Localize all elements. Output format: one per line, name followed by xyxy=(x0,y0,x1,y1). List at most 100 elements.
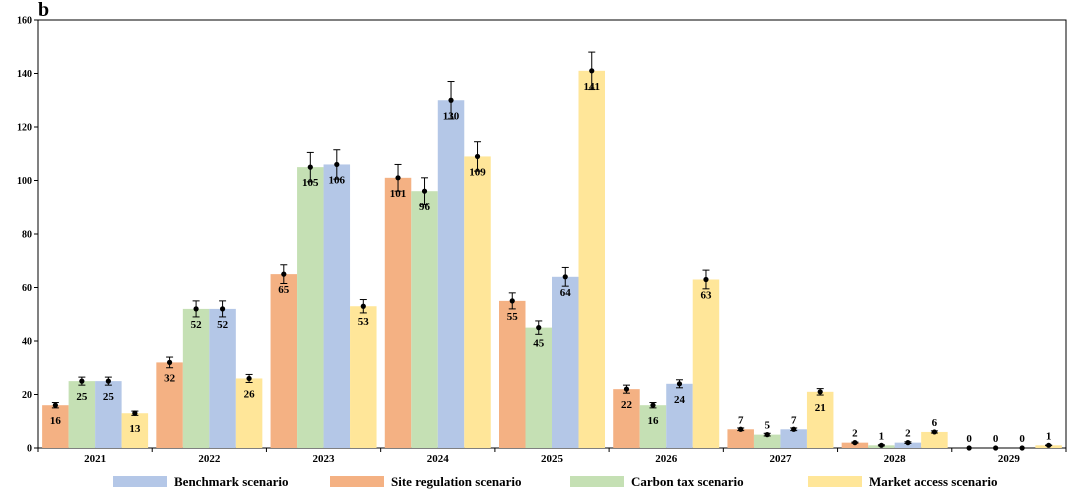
bar xyxy=(692,279,720,448)
data-label: 0 xyxy=(1019,433,1025,445)
legend-label: Site regulation scenario xyxy=(391,474,521,489)
bar xyxy=(525,327,552,448)
x-tick-label: 2023 xyxy=(313,453,336,465)
bar xyxy=(323,164,351,448)
bar xyxy=(613,389,640,448)
data-label: 24 xyxy=(674,394,686,406)
mean-marker xyxy=(993,445,999,451)
data-label: 55 xyxy=(507,311,519,323)
bar xyxy=(121,413,149,448)
mean-marker xyxy=(878,442,885,448)
mean-marker xyxy=(360,303,366,309)
data-label: 53 xyxy=(358,316,370,328)
data-label: 6 xyxy=(932,417,938,429)
x-tick-label: 2024 xyxy=(427,453,450,465)
mean-marker xyxy=(738,426,744,432)
mean-marker xyxy=(623,386,630,392)
mean-marker xyxy=(536,325,542,331)
error-bars-group xyxy=(51,51,1053,451)
mean-marker xyxy=(132,410,138,416)
data-label: 1 xyxy=(879,430,885,442)
legend-swatch xyxy=(330,476,384,487)
data-label: 2 xyxy=(905,428,911,440)
y-tick-label: 80 xyxy=(22,230,32,241)
bar xyxy=(894,442,922,448)
data-label: 1 xyxy=(1046,430,1052,442)
mean-marker xyxy=(1019,445,1025,451)
data-label: 5 xyxy=(764,420,770,432)
panel-label: b xyxy=(38,0,49,21)
data-label: 52 xyxy=(217,319,229,331)
bar xyxy=(270,274,298,448)
y-tick-label: 140 xyxy=(17,69,32,80)
data-label: 64 xyxy=(560,287,572,299)
bar xyxy=(95,381,122,448)
data-label: 26 xyxy=(244,388,256,400)
legend-swatch xyxy=(570,476,624,487)
mean-marker xyxy=(395,175,401,181)
data-label: 65 xyxy=(278,284,290,296)
data-label: 21 xyxy=(815,402,826,414)
mean-marker xyxy=(307,164,313,170)
mean-marker xyxy=(817,389,823,395)
mean-marker xyxy=(281,271,287,277)
mean-marker xyxy=(166,359,173,365)
bar xyxy=(753,434,781,448)
y-tick-label: 160 xyxy=(17,16,32,27)
x-axis: 2021 2022 2023 2024 2025 2026 2027 2028 2029 xyxy=(37,448,1067,465)
y-tick-label: 40 xyxy=(22,337,32,348)
data-label: 22 xyxy=(621,399,633,411)
bar xyxy=(182,308,210,448)
data-label: 25 xyxy=(103,391,115,403)
legend: Benchmark scenario Site regulation scenar… xyxy=(113,474,998,489)
data-label: 2 xyxy=(852,428,858,440)
y-tick-label: 100 xyxy=(17,176,32,187)
bar xyxy=(666,383,693,448)
bar xyxy=(42,405,69,448)
x-tick-label: 2026 xyxy=(655,453,678,465)
x-tick-label: 2022 xyxy=(198,453,221,465)
data-label: 45 xyxy=(533,338,545,350)
x-tick-label: 2028 xyxy=(884,453,907,465)
bar xyxy=(156,362,183,448)
bar xyxy=(68,381,96,448)
mean-marker xyxy=(509,298,515,304)
bar xyxy=(235,378,263,448)
mean-marker xyxy=(764,432,770,438)
x-tick-label: 2025 xyxy=(541,453,564,465)
data-label: 32 xyxy=(164,372,176,384)
bar xyxy=(499,300,526,448)
data-label: 63 xyxy=(700,289,712,301)
bar xyxy=(780,429,807,448)
data-label: 16 xyxy=(50,415,62,427)
y-tick-label: 120 xyxy=(17,123,32,134)
bar xyxy=(437,100,465,448)
data-label: 105 xyxy=(302,177,319,189)
mean-marker xyxy=(589,68,595,74)
data-label: 106 xyxy=(329,174,346,186)
bar xyxy=(384,177,412,448)
data-label: 25 xyxy=(76,391,88,403)
bar xyxy=(806,391,834,448)
data-label: 7 xyxy=(791,414,797,426)
legend-label: Market access scenario xyxy=(869,474,998,489)
mean-marker xyxy=(1046,442,1052,448)
data-label: 96 xyxy=(419,201,431,213)
data-label: 13 xyxy=(129,423,141,435)
bar xyxy=(350,306,377,448)
bar xyxy=(209,308,236,448)
mean-marker xyxy=(650,402,656,408)
mean-marker xyxy=(703,276,709,283)
data-label: 101 xyxy=(390,188,407,200)
data-label: 52 xyxy=(191,319,203,331)
mean-marker xyxy=(193,306,199,312)
legend-swatch xyxy=(808,476,862,487)
bar xyxy=(297,167,324,448)
bar xyxy=(411,191,438,448)
y-tick-label: 60 xyxy=(22,283,32,294)
bar xyxy=(552,276,579,448)
legend-swatch xyxy=(113,476,167,487)
mean-marker xyxy=(421,188,428,194)
